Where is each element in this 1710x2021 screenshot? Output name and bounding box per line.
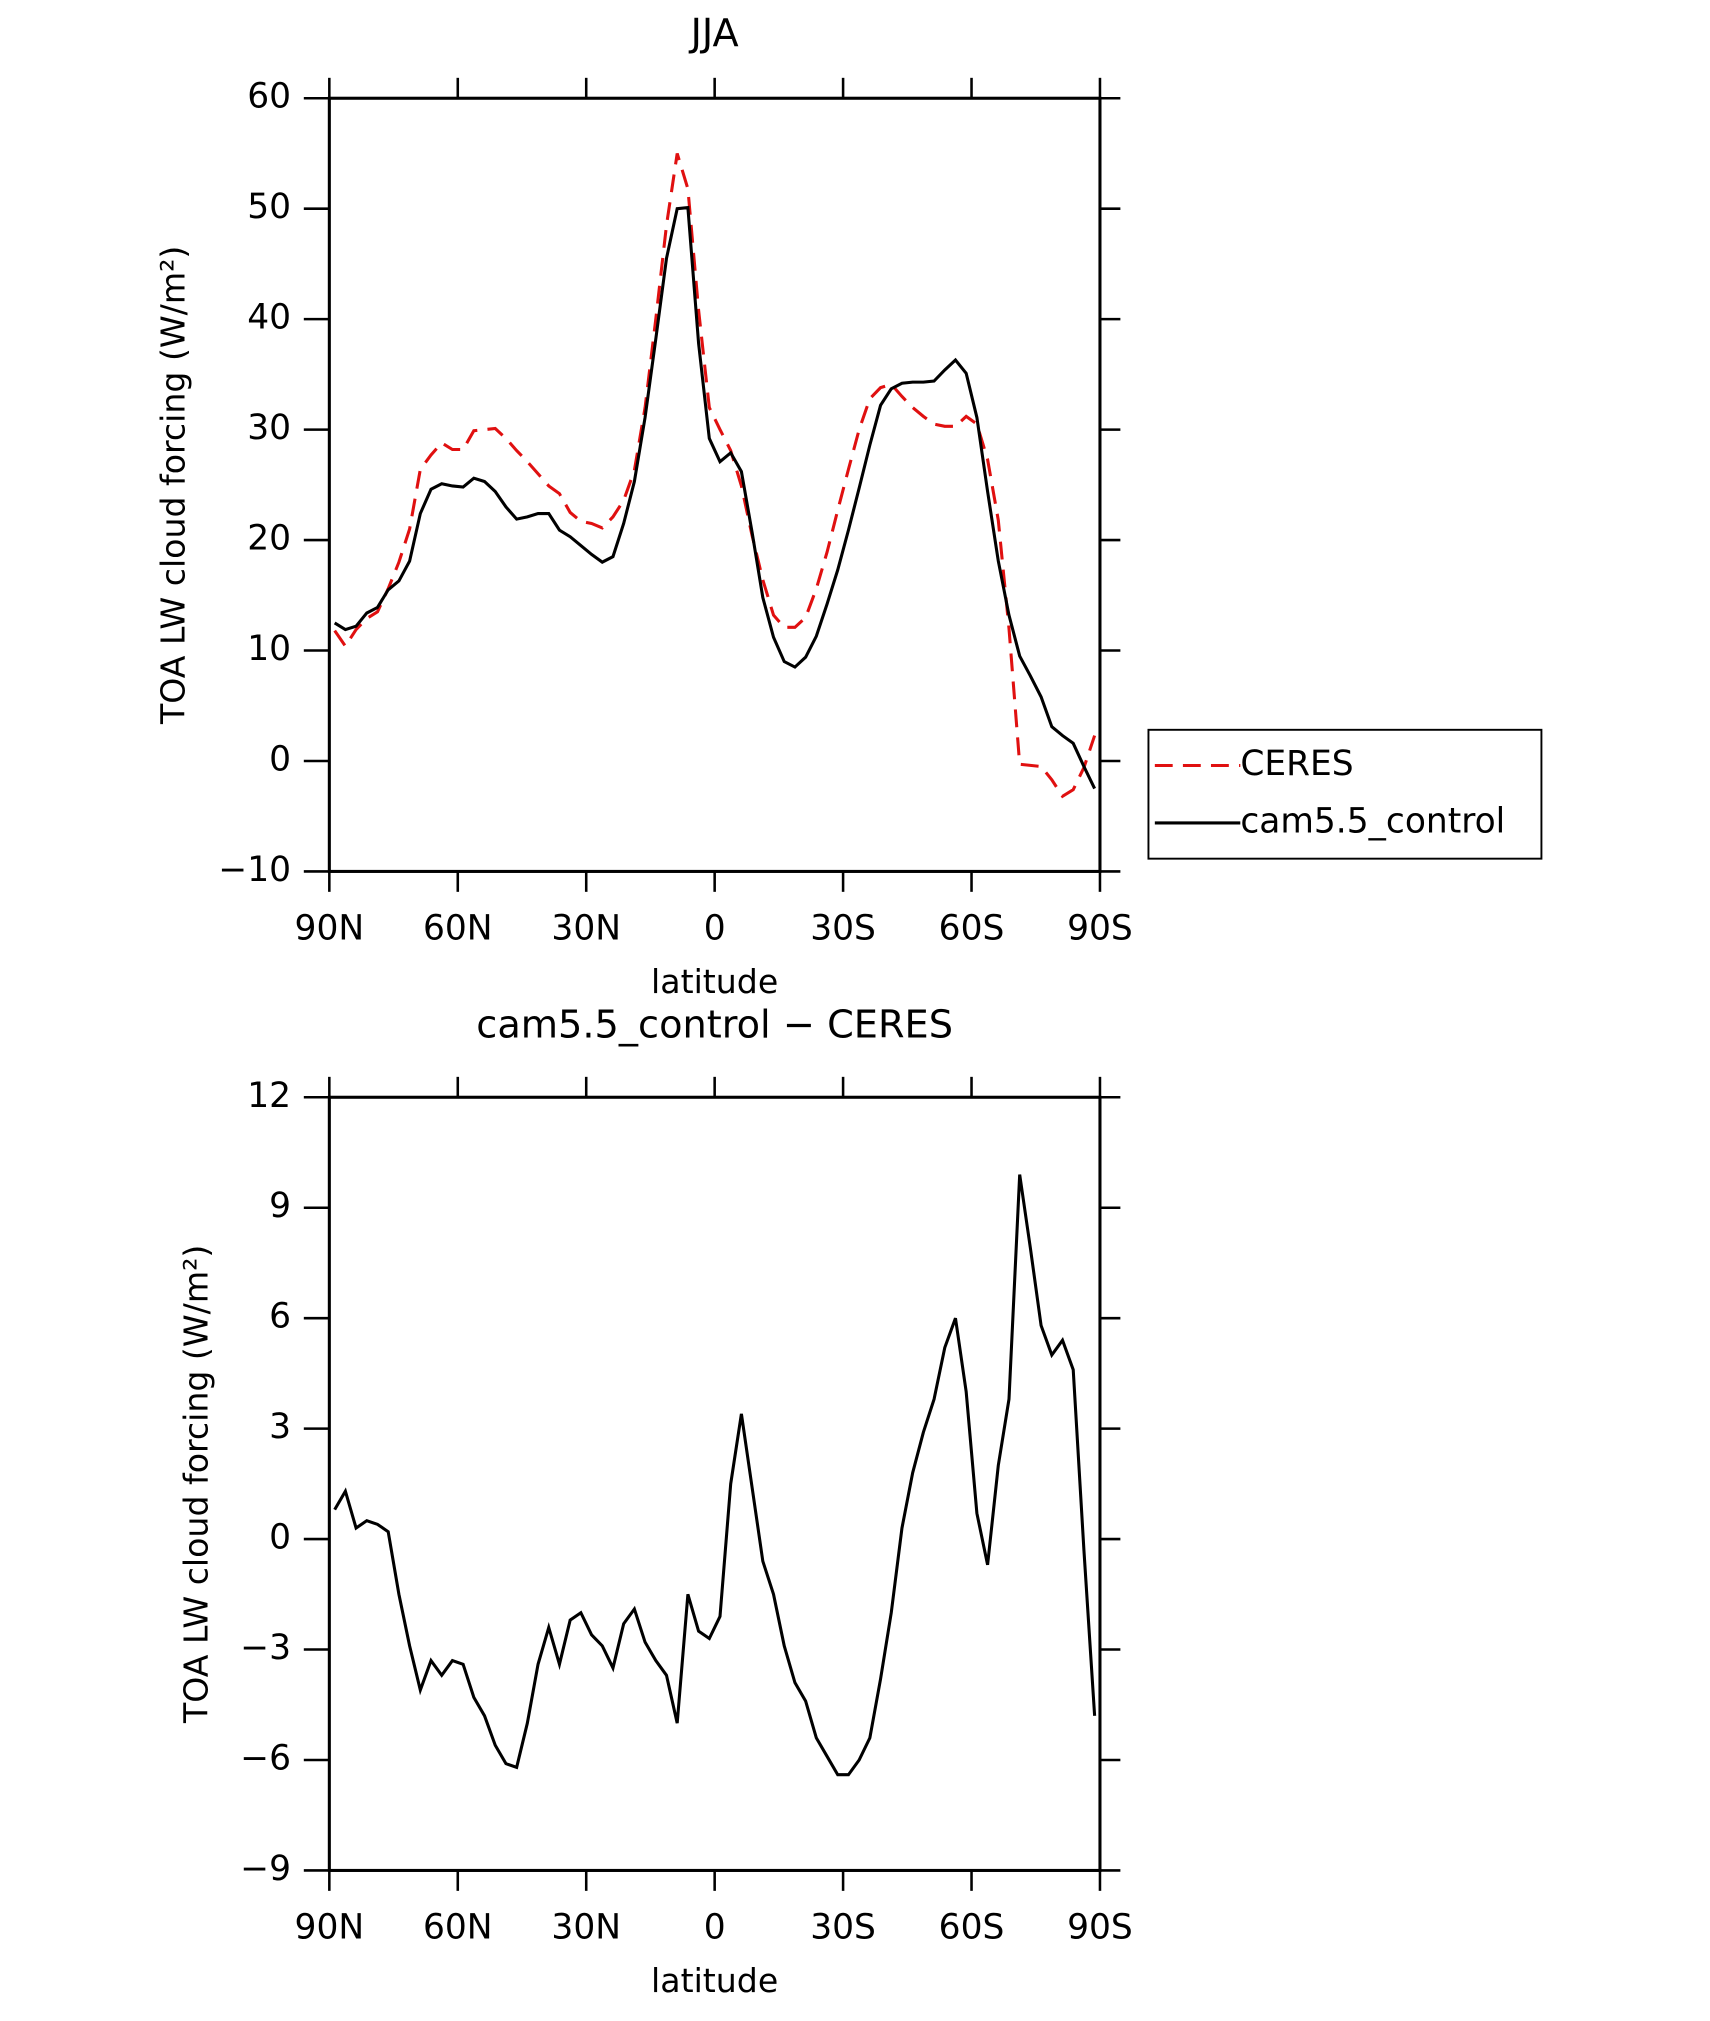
y-tick-label: 10	[247, 629, 291, 669]
y-axis-label: TOA LW cloud forcing (W/m²)	[176, 1245, 215, 1724]
y-tick-label: 6	[269, 1297, 291, 1337]
data-line	[333, 1174, 1097, 1777]
y-tick-label: 50	[247, 187, 291, 227]
y-tick-label: 40	[247, 298, 291, 338]
x-tick-label: 30S	[810, 909, 876, 949]
y-tick-label: 30	[247, 408, 291, 448]
data-line	[333, 153, 1097, 799]
legend-label: CERES	[1240, 744, 1353, 784]
data-line	[333, 205, 1097, 790]
x-tick-label: 30S	[810, 1908, 876, 1948]
y-tick-label: 0	[269, 1518, 291, 1558]
y-tick-label: −10	[218, 850, 291, 890]
plot-frame	[327, 1095, 1102, 1872]
chart-title: JJA	[689, 11, 739, 56]
x-tick-label: 0	[704, 909, 726, 949]
x-tick-label: 60S	[939, 1908, 1005, 1948]
x-tick-label: 0	[704, 1908, 726, 1948]
y-tick-label: 0	[269, 739, 291, 779]
x-axis-label: latitude	[651, 962, 778, 1001]
x-tick-label: 90S	[1067, 909, 1133, 949]
y-tick-label: 12	[247, 1076, 291, 1116]
y-tick-label: −9	[240, 1849, 291, 1889]
x-tick-label: 60S	[939, 909, 1005, 949]
x-tick-label: 30N	[551, 909, 621, 949]
y-tick-label: 20	[247, 519, 291, 559]
x-tick-label: 90N	[295, 909, 365, 949]
y-tick-label: 9	[269, 1186, 291, 1226]
plot-frame	[327, 96, 1102, 873]
x-axis-label: latitude	[651, 1961, 778, 2000]
y-axis-label: TOA LW cloud forcing (W/m²)	[153, 246, 192, 725]
y-tick-label: −6	[240, 1738, 291, 1778]
x-tick-label: 60N	[423, 1908, 493, 1948]
legend-label: cam5.5_control	[1240, 801, 1505, 841]
y-tick-label: −3	[240, 1628, 291, 1668]
y-tick-label: 3	[269, 1407, 291, 1447]
chart-title: cam5.5_control − CERES	[476, 1003, 953, 1048]
x-tick-label: 60N	[423, 909, 493, 949]
y-tick-label: 60	[247, 77, 291, 117]
legend-box	[1147, 728, 1543, 860]
x-tick-label: 90N	[295, 1908, 365, 1948]
x-tick-label: 90S	[1067, 1908, 1133, 1948]
x-tick-label: 30N	[551, 1908, 621, 1948]
